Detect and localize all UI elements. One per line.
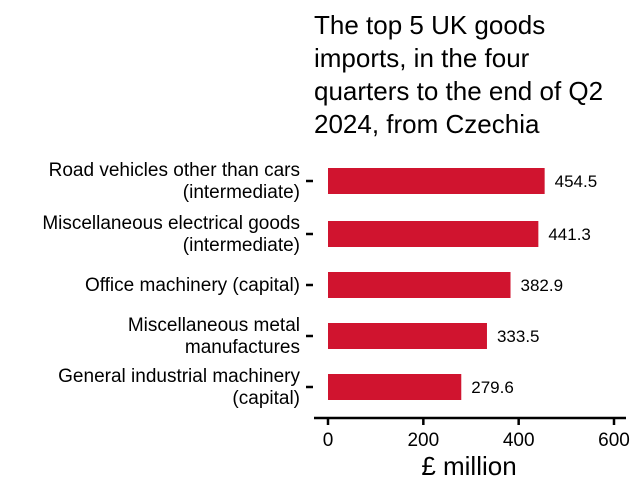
category-label: Road vehicles other than cars — [49, 160, 300, 181]
x-tick-label: 400 — [503, 430, 535, 451]
data-label: 441.3 — [548, 225, 591, 244]
data-label: 333.5 — [497, 327, 540, 346]
chart-title-line: quarters to the end of Q2 — [314, 76, 603, 106]
bar — [328, 221, 539, 247]
bar — [328, 272, 511, 298]
x-tick-label: 200 — [407, 430, 439, 451]
chart-title-line: 2024, from Czechia — [314, 109, 540, 139]
category-label: Office machinery (capital) — [85, 275, 300, 296]
category-labels: Road vehicles other than cars(intermedia… — [42, 160, 300, 409]
x-tick-label: 0 — [323, 430, 334, 451]
x-axis-title: £ million — [421, 451, 516, 481]
category-label: General industrial machinery — [58, 366, 300, 387]
category-label: Miscellaneous metal — [128, 315, 300, 336]
data-label: 279.6 — [471, 378, 514, 397]
bar — [328, 168, 545, 194]
data-label: 454.5 — [555, 172, 598, 191]
x-tick-label: 600 — [598, 430, 630, 451]
bars — [328, 168, 545, 400]
data-label: 382.9 — [521, 276, 564, 295]
x-axis: 0 200 400 600 — [314, 416, 630, 451]
y-axis-ticks — [306, 179, 313, 389]
value-labels: 454.5 441.3 382.9 333.5 279.6 — [471, 172, 597, 397]
bar — [328, 323, 487, 349]
chart-title-line: imports, in the four — [314, 43, 530, 73]
category-label: Miscellaneous electrical goods — [42, 213, 300, 234]
category-label: (intermediate) — [183, 182, 300, 203]
category-label: manufactures — [185, 337, 300, 358]
category-label: (capital) — [232, 388, 300, 409]
chart-title-line: The top 5 UK goods — [314, 10, 545, 40]
bar — [328, 374, 462, 400]
category-label: (intermediate) — [183, 235, 300, 256]
